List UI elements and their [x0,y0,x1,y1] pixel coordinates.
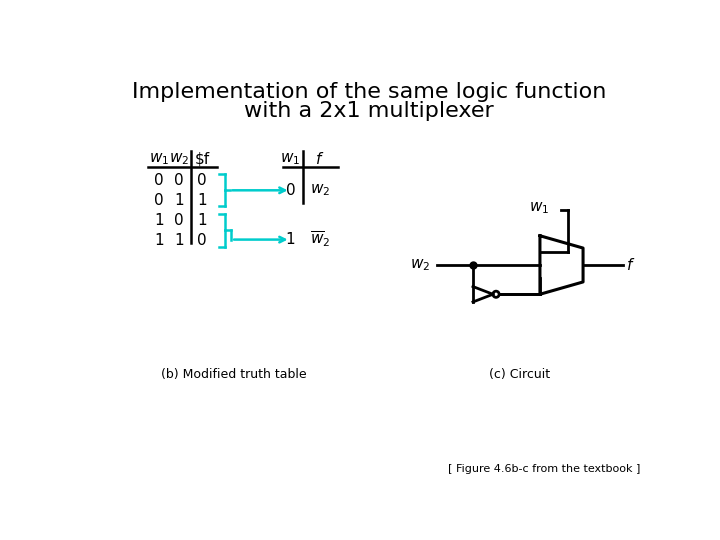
Text: $w_2$: $w_2$ [410,257,431,273]
Text: $w_1$: $w_1$ [280,151,300,166]
Text: 1: 1 [286,232,295,247]
Text: $\overline{w}_2$: $\overline{w}_2$ [310,230,330,249]
Text: (b) Modified truth table: (b) Modified truth table [161,368,307,381]
Text: 0: 0 [286,183,295,198]
Text: with a 2x1 multiplexer: with a 2x1 multiplexer [244,101,494,121]
Text: 0: 0 [197,233,207,248]
Text: 0: 0 [197,173,207,188]
Text: $f$: $f$ [626,257,636,273]
Text: Implementation of the same logic function: Implementation of the same logic functio… [132,82,606,102]
Text: 1: 1 [174,233,184,248]
Text: 1: 1 [197,193,207,208]
Text: 1: 1 [154,233,163,248]
Text: 0: 0 [174,173,184,188]
Text: 1: 1 [174,193,184,208]
Text: (c) Circuit: (c) Circuit [489,368,549,381]
Text: $w_2$: $w_2$ [310,183,330,198]
Text: 0: 0 [154,193,163,208]
Text: $f$: $f$ [315,151,325,167]
Text: $w_1$: $w_1$ [149,151,169,166]
Text: $w_2$: $w_2$ [168,151,189,166]
Text: 0: 0 [154,173,163,188]
Text: [ Figure 4.6b-c from the textbook ]: [ Figure 4.6b-c from the textbook ] [448,464,640,474]
Text: 1: 1 [154,213,163,228]
Text: $w_1$: $w_1$ [529,200,549,216]
Text: 1: 1 [197,213,207,228]
Text: $f: $f [194,151,210,166]
Text: 0: 0 [174,213,184,228]
